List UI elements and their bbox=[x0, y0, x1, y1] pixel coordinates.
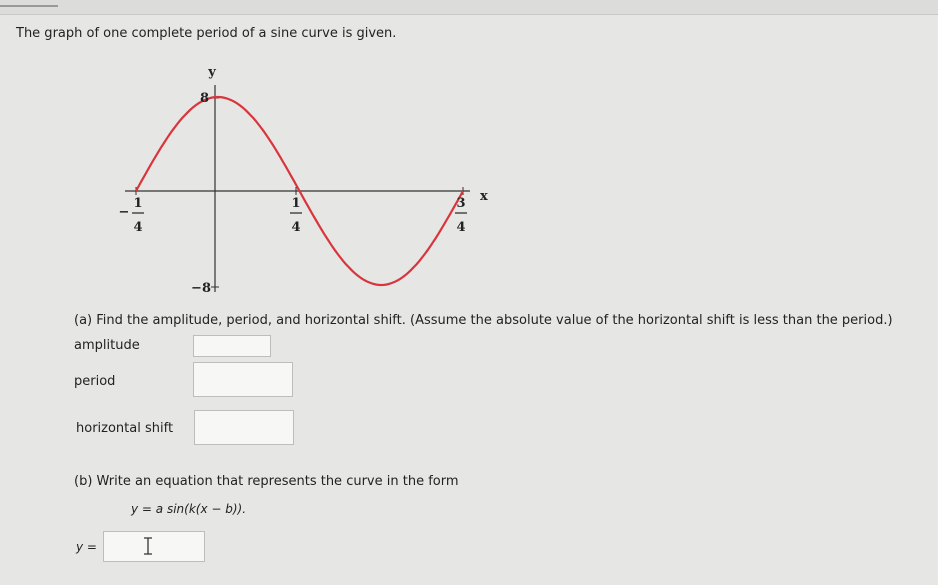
top-tab bbox=[0, 0, 58, 7]
horizontal-shift-input[interactable] bbox=[194, 410, 294, 445]
y-axis-label: y bbox=[207, 65, 216, 80]
intro-text: The graph of one complete period of a si… bbox=[16, 26, 397, 41]
equation-form: y = a sin(k(x − b)). bbox=[131, 502, 247, 516]
field-label: horizontal shift bbox=[76, 421, 174, 436]
x-axis-label: x bbox=[480, 189, 488, 204]
denominator: 4 bbox=[291, 220, 300, 235]
numerator: 1 bbox=[291, 196, 300, 211]
numerator: 1 bbox=[133, 196, 142, 211]
top-bar bbox=[0, 0, 938, 15]
denominator: 4 bbox=[133, 220, 142, 235]
y-tick-label: 8 bbox=[200, 91, 209, 106]
field-label: amplitude bbox=[74, 338, 140, 353]
text-cursor-icon bbox=[144, 537, 152, 555]
y-tick-label: −8 bbox=[191, 281, 211, 296]
sine-graph: y x 8 −8 − 1 4 1 4 3 4 bbox=[119, 65, 488, 296]
amplitude-input[interactable] bbox=[193, 335, 271, 357]
field-label: period bbox=[74, 374, 116, 389]
answer-label: y = bbox=[76, 540, 97, 554]
part-b-question: (b) Write an equation that represents th… bbox=[74, 474, 459, 489]
period-input[interactable] bbox=[193, 362, 293, 397]
part-a-question: (a) Find the amplitude, period, and hori… bbox=[74, 313, 893, 328]
sine-curve bbox=[135, 95, 464, 287]
numerator: 3 bbox=[456, 196, 465, 211]
equation-input[interactable] bbox=[103, 531, 205, 562]
minus-sign: − bbox=[119, 205, 130, 220]
denominator: 4 bbox=[456, 220, 465, 235]
